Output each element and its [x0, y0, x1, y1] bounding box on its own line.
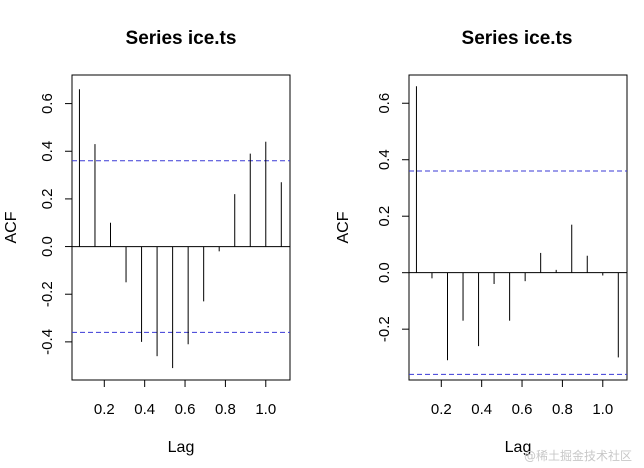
x-axis-label: Lag [505, 439, 532, 456]
y-tick-label: 0.2 [376, 206, 393, 227]
chart-title: Series ice.ts [462, 28, 573, 49]
acf-panel-left: Series ice.ts 0.2 0.4 0.6 0.8 1.0 -0.4 -0.2 0.0 0… [3, 28, 291, 456]
plot-frame [408, 74, 628, 381]
y-tick-label: 0.4 [39, 141, 56, 162]
y-axis-label: ACF [335, 211, 352, 243]
y-tick-label: 0.4 [376, 149, 393, 170]
acf-panel-right: Series ice.ts 0.2 0.4 0.6 0.8 1.0 -0.2 0.0 0.2 0.… [335, 28, 628, 456]
x-tick-label: 0.6 [512, 401, 533, 418]
y-tick-label: 0.2 [39, 188, 56, 209]
y-tick-label: 0.0 [376, 262, 393, 283]
x-tick-label: 0.4 [134, 401, 155, 418]
plot-frame [71, 74, 291, 381]
x-tick-label: 0.8 [215, 401, 236, 418]
x-axis-label: Lag [168, 439, 195, 456]
y-tick-label: 0.6 [376, 93, 393, 114]
y-tick-label: 0.6 [39, 93, 56, 114]
x-tick-label: 1.0 [592, 401, 613, 418]
x-tick-label: 0.2 [94, 401, 115, 418]
y-tick-label: 0.0 [39, 236, 56, 257]
x-tick-label: 0.4 [471, 401, 492, 418]
x-tick-label: 1.0 [255, 401, 276, 418]
y-tick-label: -0.2 [376, 316, 393, 342]
y-tick-label: -0.2 [39, 281, 56, 307]
y-axis-label: ACF [3, 211, 20, 243]
watermark: @稀土掘金技术社区 [524, 448, 632, 463]
y-tick-label: -0.4 [39, 329, 56, 355]
x-tick-label: 0.2 [431, 401, 452, 418]
x-tick-label: 0.6 [175, 401, 196, 418]
chart-title: Series ice.ts [126, 28, 237, 49]
x-tick-label: 0.8 [552, 401, 573, 418]
